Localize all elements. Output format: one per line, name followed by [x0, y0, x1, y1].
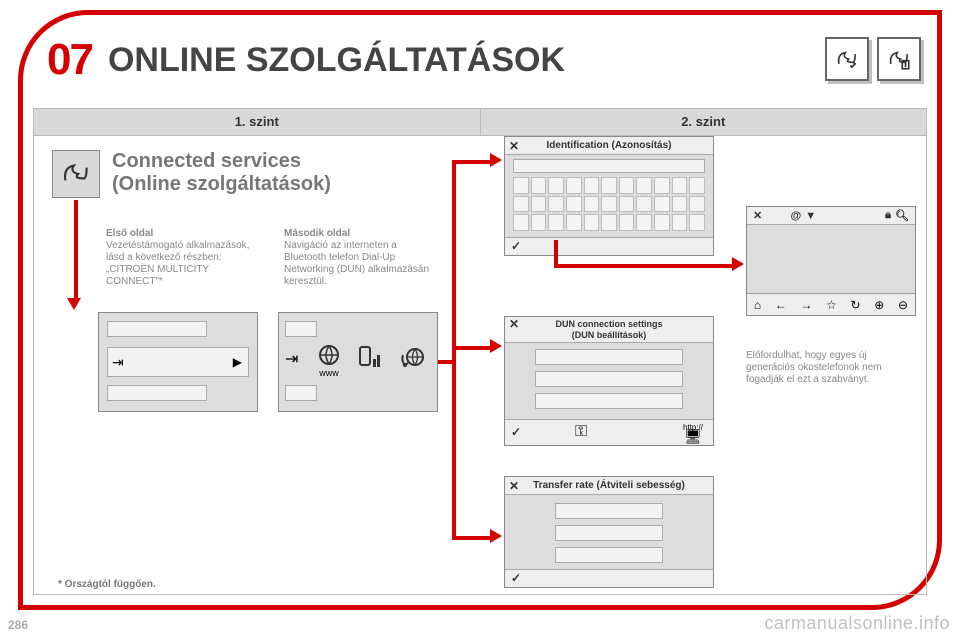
- lock-icon: 🔒︎: [885, 209, 891, 222]
- connected-services-title: Connected services (Online szolgáltatáso…: [112, 150, 331, 196]
- desc-col-2: Második oldal Navigáció az interneten a …: [284, 228, 434, 288]
- star-icon: ☆: [826, 298, 837, 312]
- branch-transfer-head: [490, 529, 502, 543]
- cs-line2: (Online szolgáltatások): [112, 173, 331, 196]
- check-icon: ✓: [511, 571, 521, 585]
- exit2-icon: ⇥: [285, 349, 298, 369]
- key-icon: ⚿: [575, 423, 587, 441]
- page-number: 286: [8, 618, 28, 632]
- close-icon: ✕: [509, 319, 519, 330]
- exit-small-icon: ⇥: [112, 354, 124, 371]
- headset-globe-icon: [399, 345, 427, 376]
- play-icon: ▶: [233, 355, 242, 369]
- content: 1. szint 2. szint Connected services (On…: [33, 108, 927, 595]
- panel-identification: ✕ Identification (Azonosítás) ✓: [504, 136, 714, 256]
- panel-transfer: ✕ Transfer rate (Átviteli sebesség) ✓: [504, 476, 714, 588]
- watermark: carmanualsonline.info: [764, 613, 950, 634]
- branch-ident: [452, 160, 492, 164]
- footnote: * Országtól függően.: [58, 579, 156, 590]
- page: 07 ONLINE SZOLGÁLTATÁSOK 1. szint 2. szi…: [0, 0, 960, 640]
- level-header: 1. szint 2. szint: [33, 108, 927, 136]
- browser-navbar: ⌂ ← → ☆ ↻ ⊕ ⊖: [747, 293, 915, 315]
- title-bar: 07 ONLINE SZOLGÁLTATÁSOK: [23, 15, 937, 105]
- connected-services-icon: [52, 150, 100, 198]
- desc1-t: Vezetéstámogató alkalmazások, lásd a köv…: [106, 240, 256, 288]
- note-right: Előfordulhat, hogy egyes új generációs o…: [746, 350, 916, 386]
- close-icon: ✕: [753, 209, 762, 222]
- forward-icon: →: [800, 298, 812, 312]
- dun-title2: (DUN beállítások): [572, 330, 647, 341]
- body: Connected services (Online szolgáltatáso…: [33, 136, 927, 595]
- close-icon: ✕: [509, 139, 519, 153]
- level-1-header: 1. szint: [34, 109, 481, 135]
- cs-line1: Connected services: [112, 150, 331, 173]
- http-pc-icon: http:// 🖥︎: [683, 423, 703, 443]
- panel-browser: ✕ @ ▼ 🔒︎ 🔍︎ ⌂ ← → ☆ ↻ ⊕: [746, 206, 916, 316]
- zoom-in-icon: ⊕: [874, 298, 884, 312]
- back-icon: ←: [775, 298, 787, 312]
- home-icon: ⌂: [754, 298, 761, 312]
- reload-icon: ↻: [851, 298, 861, 312]
- level-2-header: 2. szint: [481, 109, 927, 135]
- chapter-title: ONLINE SZOLGÁLTATÁSOK: [108, 41, 565, 80]
- branch-dun: [452, 346, 492, 350]
- screen-page1: ⇥ ▶: [98, 312, 258, 412]
- branch-dun-head: [490, 339, 502, 353]
- exit-star-icon: [877, 37, 921, 81]
- dun-title1: DUN connection settings: [555, 319, 662, 330]
- desc-col-1: Első oldal Vezetéstámogató alkalmazások,…: [106, 228, 256, 288]
- branch-ident-head: [490, 153, 502, 167]
- join-h: [438, 360, 454, 364]
- services-star-icon: [825, 37, 869, 81]
- desc2-t: Navigáció az interneten a Bluetooth tele…: [284, 240, 434, 288]
- desc1-h: Első oldal: [106, 228, 256, 240]
- screen-page2: ⇥ www: [278, 312, 438, 412]
- manual-frame: 07 ONLINE SZOLGÁLTATÁSOK 1. szint 2. szi…: [18, 10, 942, 610]
- ident-to-browser-head: [732, 257, 744, 271]
- zoom-out-icon: ⊖: [898, 298, 908, 312]
- desc2-h: Második oldal: [284, 228, 434, 240]
- phone-bars-icon: [358, 345, 382, 376]
- check-icon: ✓: [511, 239, 521, 253]
- arrow-1-head: [67, 298, 81, 310]
- close-icon: ✕: [509, 479, 519, 493]
- transfer-title: Transfer rate (Átviteli sebesség): [533, 480, 685, 491]
- down-icon: ▼: [805, 210, 816, 222]
- ident-to-browser: [554, 264, 734, 268]
- check-icon: ✓: [511, 425, 521, 439]
- www-globe-icon: www: [317, 343, 341, 378]
- branch-transfer: [452, 536, 492, 540]
- panel-dun: ✕ DUN connection settings (DUN beállítás…: [504, 316, 714, 446]
- ident-title: Identification (Azonosítás): [547, 140, 672, 151]
- arrow-1: [74, 200, 78, 300]
- at-icon: @: [791, 210, 802, 222]
- chapter-number: 07: [47, 35, 92, 85]
- search-icon: 🔍︎: [895, 209, 909, 222]
- trunk-vertical: [452, 160, 456, 540]
- top-right-icons: [825, 37, 921, 81]
